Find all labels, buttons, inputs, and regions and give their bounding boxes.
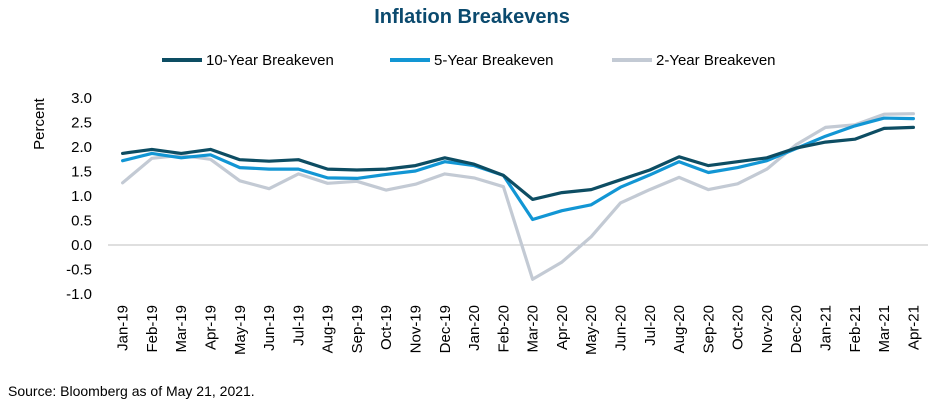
y-tick-label: 1.0 (71, 188, 92, 205)
x-tick-label: Aug-20 (671, 305, 688, 353)
series-line-2-year-breakeven (120, 112, 916, 281)
x-tick-label: Oct-19 (378, 305, 395, 350)
y-tick-label: 0.5 (71, 213, 92, 230)
x-tick-label: Dec-20 (788, 305, 805, 353)
x-tick-label: Apr-20 (554, 305, 571, 350)
x-tick-label: May-20 (583, 305, 600, 355)
x-tick-label: Nov-20 (759, 305, 776, 353)
source-note: Source: Bloomberg as of May 21, 2021. (8, 383, 255, 399)
series-line-10-year-breakeven (120, 125, 916, 201)
y-axis-title: Percent (31, 97, 48, 150)
x-axis: Jan-19 Feb-19 Mar-19 Apr-19 May-19 Jun-19 Jul-… (108, 244, 928, 355)
y-tick-label: 2.0 (71, 139, 92, 156)
x-tick-label: Mar-19 (173, 305, 190, 353)
legend-label: 2-Year Breakeven (656, 52, 776, 69)
x-tick-label: Jul-20 (642, 305, 659, 346)
x-tick-label: Jun-19 (261, 305, 278, 351)
x-tick-label: Feb-19 (144, 305, 161, 353)
x-tick-label: Aug-19 (320, 305, 337, 353)
x-tick-label: Sep-20 (700, 305, 717, 353)
y-tick-label: -0.5 (66, 262, 92, 279)
y-axis: Percent 3.0 2.5 2.0 1.5 1.0 0.5 0.0 -0.5 -1.0 (31, 90, 92, 303)
y-tick-label: 2.5 (71, 115, 92, 132)
x-tick-label: Apr-21 (905, 305, 922, 350)
x-tick-label: May-19 (232, 305, 249, 355)
x-tick-label: Apr-19 (203, 305, 220, 350)
x-tick-label: Sep-19 (349, 305, 366, 353)
legend-label: 5-Year Breakeven (434, 52, 554, 69)
x-tick-label: Feb-20 (495, 305, 512, 353)
x-tick-label: Jul-19 (290, 305, 307, 346)
x-tick-label: Oct-20 (730, 305, 747, 350)
y-tick-label: -1.0 (66, 286, 92, 303)
x-tick-label: Mar-20 (525, 305, 542, 353)
chart-title: Inflation Breakevens (374, 6, 570, 28)
legend: 10-Year Breakeven 5-Year Breakeven 2-Year … (162, 52, 776, 69)
x-tick-label: Dec-19 (437, 305, 454, 353)
y-tick-label: 1.5 (71, 164, 92, 181)
x-tick-label: Jun-20 (613, 305, 630, 351)
x-tick-label: Feb-21 (847, 305, 864, 353)
y-tick-label: 3.0 (71, 90, 92, 107)
x-tick-label: Jan-20 (466, 305, 483, 351)
x-tick-label: Jan-21 (818, 305, 835, 351)
legend-label: 10-Year Breakeven (206, 52, 334, 69)
series-line-5-year-breakeven (120, 116, 916, 222)
y-tick-label: 0.0 (71, 237, 92, 254)
x-tick-label: Nov-19 (408, 305, 425, 353)
x-tick-label: Mar-21 (876, 305, 893, 353)
x-tick-label: Jan-19 (115, 305, 132, 351)
plot-area (120, 112, 916, 281)
